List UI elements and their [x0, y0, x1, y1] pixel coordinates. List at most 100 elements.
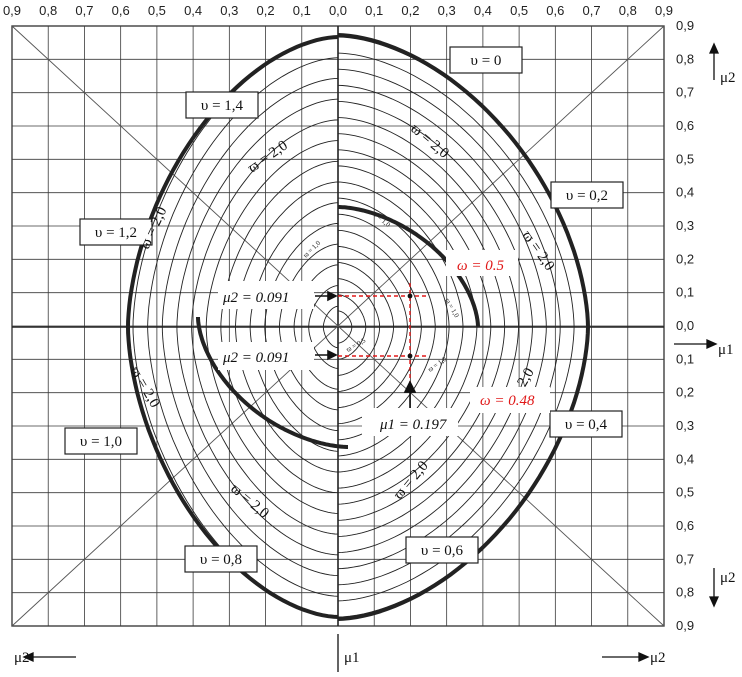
contour-right: [337, 245, 408, 409]
contour-right: [338, 278, 381, 376]
tick-label-right: 0,1: [676, 351, 694, 366]
zone-label: υ = 0: [471, 53, 502, 69]
tick-label-right: 0,2: [676, 251, 694, 266]
tick-label-top: 0,2: [401, 3, 419, 18]
zone-label: υ = 0,8: [200, 552, 242, 568]
annotation-mu1: μ1 = 0.197: [379, 417, 448, 433]
point-upper: [407, 293, 413, 299]
tick-label-right: 0,3: [676, 218, 694, 233]
zone-label: υ = 1,0: [80, 434, 122, 450]
tick-label-right: 0,6: [676, 518, 694, 533]
annotation-mu2-upper: μ2 = 0.091: [222, 290, 289, 306]
contour-right: [338, 294, 367, 360]
boundary-inner-lower-left: [196, 317, 348, 449]
tick-label-top: 0,6: [112, 3, 130, 18]
svg-text:ϖ = 0,5: ϖ = 0,5: [345, 336, 367, 354]
contour-right: [337, 149, 492, 505]
boundary-right-outer: [337, 33, 591, 621]
contour-right: [337, 181, 464, 473]
contour-left: [235, 181, 339, 473]
contour-left: [308, 285, 338, 369]
zone-box: [549, 410, 623, 438]
zone-box: [185, 91, 259, 119]
tick-label-right: 0,5: [676, 151, 694, 166]
axis-label-mu2-top: μ2: [720, 70, 736, 86]
tick-label-top: 0,7: [583, 3, 601, 18]
axis-arrows: [22, 42, 720, 672]
tick-label-top: 0,7: [75, 3, 93, 18]
contour-left: [249, 202, 339, 452]
tick-label-top: 0,2: [257, 3, 275, 18]
contour-right: [338, 262, 395, 392]
tick-label-top: 0,3: [220, 3, 238, 18]
zone-label: υ = 1,4: [201, 98, 244, 114]
zone-label: υ = 1,2: [95, 225, 137, 241]
zone-box: [449, 46, 523, 74]
tick-label-right: 0,4: [676, 451, 694, 466]
zone-box: [64, 427, 138, 455]
axis-label-mu1-footer-center: μ1: [344, 650, 360, 666]
contour-right: [337, 117, 520, 537]
tick-label-right: 0,9: [676, 18, 694, 33]
zone-label: υ = 0,6: [421, 543, 464, 559]
tick-label-top: 0,1: [293, 3, 311, 18]
tick-label-right: 0,1: [676, 285, 694, 300]
tick-labels: 0,9 0,8 0,7 0,6 0,5 0,4 0,3 0,2 0,1 0,0 0,1 0,2 0,3 0…: [3, 3, 694, 633]
contour-right: [337, 133, 506, 521]
tick-label-right: 0,6: [676, 118, 694, 133]
diagonal-lines: [11, 25, 665, 627]
boundary-inner-upper-right: [338, 205, 480, 327]
contour-left: [205, 140, 339, 514]
tick-label-top: 0,0: [329, 3, 347, 18]
red-guides: [338, 283, 428, 385]
annotation-box-omega-upper: [446, 250, 518, 276]
annotation-omega-upper: ω = 0.5: [457, 258, 504, 274]
zone-label: υ = 0,2: [566, 188, 608, 204]
tick-label-top: 0,5: [510, 3, 528, 18]
tick-label-right: 0,7: [676, 551, 694, 566]
axis-label-mu1-right: μ1: [718, 342, 734, 358]
contour-left: [264, 222, 339, 432]
zone-box: [405, 536, 479, 564]
tick-label-top: 0,3: [438, 3, 456, 18]
tick-label-top: 0,5: [148, 3, 166, 18]
tick-label-right: 0,7: [676, 85, 694, 100]
tick-label-top: 0,4: [184, 3, 202, 18]
annotation-arrows: [315, 290, 417, 408]
tick-label-top: 0,6: [546, 3, 564, 18]
boundary-curves: [125, 33, 591, 621]
contour-right: [337, 100, 533, 554]
svg-text:ϖ = 1,0: ϖ = 1,0: [427, 355, 449, 374]
axis-label-mu2-bottom-right: μ2: [720, 570, 736, 586]
annotation-box-mu1: [362, 408, 458, 436]
tick-label-right: 0,3: [676, 418, 694, 433]
tick-label-top: 0,4: [474, 3, 492, 18]
contour-left: [176, 98, 339, 556]
axis-label-mu2-footer-right: μ2: [650, 650, 666, 666]
tick-label-right: 0,2: [676, 385, 694, 400]
tick-label-right: 0,8: [676, 51, 694, 66]
contour-left: [220, 160, 339, 494]
zone-box: [184, 545, 258, 573]
annotation-omega-lower: ω = 0.48: [480, 393, 535, 409]
tick-label-right: 0,8: [676, 585, 694, 600]
point-lower: [407, 353, 413, 359]
annotation-mu2-lower: μ2 = 0.091: [222, 350, 289, 366]
tick-label-top: 0,9: [655, 3, 673, 18]
contour-right: [338, 310, 353, 344]
zone-box: [550, 181, 624, 209]
tick-label-top: 0,8: [39, 3, 57, 18]
tick-label-right: 0,5: [676, 485, 694, 500]
contour-label: ϖ = 2,0: [407, 121, 451, 162]
zone-box: [79, 218, 153, 246]
axis-label-mu2-footer-left: μ2: [14, 650, 30, 666]
annotation-box-mu2-upper: [218, 281, 314, 309]
tick-label-top: 0,8: [619, 3, 637, 18]
contour-right: [337, 84, 547, 570]
tick-label-top: 0,9: [3, 3, 21, 18]
diagonal-anti: [11, 25, 665, 627]
annotation-box-mu2-lower: [218, 342, 314, 370]
contour-left: [322, 305, 338, 349]
tick-label-top: 0,1: [365, 3, 383, 18]
